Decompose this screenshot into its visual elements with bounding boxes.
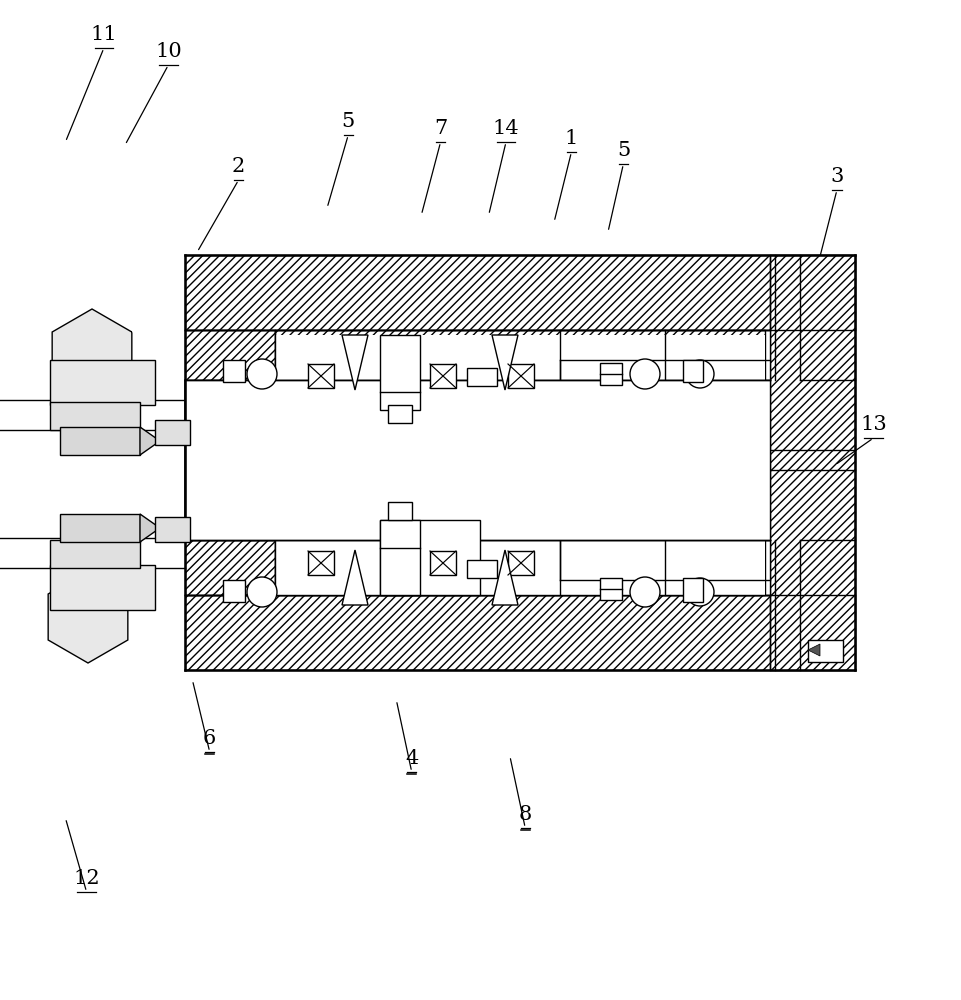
Bar xyxy=(275,335,764,392)
Bar xyxy=(185,540,275,595)
Bar xyxy=(380,520,480,595)
Text: 7: 7 xyxy=(433,119,447,138)
Polygon shape xyxy=(140,427,160,455)
Circle shape xyxy=(629,359,659,389)
Bar xyxy=(223,580,245,602)
Text: 10: 10 xyxy=(155,42,182,61)
Text: 5: 5 xyxy=(616,141,629,160)
Polygon shape xyxy=(342,335,368,390)
Text: 11: 11 xyxy=(90,25,117,44)
Text: 8: 8 xyxy=(518,805,531,824)
Circle shape xyxy=(247,577,277,607)
Bar xyxy=(185,595,854,670)
Bar xyxy=(682,578,702,602)
Bar xyxy=(507,364,533,388)
Text: 4: 4 xyxy=(405,749,418,768)
Polygon shape xyxy=(491,335,517,390)
Bar xyxy=(807,640,842,662)
Bar xyxy=(308,551,333,575)
Bar xyxy=(50,402,140,430)
Bar xyxy=(430,551,456,575)
Text: 3: 3 xyxy=(829,167,843,186)
Bar xyxy=(50,565,155,610)
Text: 2: 2 xyxy=(232,157,245,176)
Polygon shape xyxy=(48,571,128,663)
Bar xyxy=(380,520,420,595)
Bar xyxy=(185,330,275,380)
Bar xyxy=(380,335,420,410)
Bar xyxy=(308,364,333,388)
Bar xyxy=(507,551,533,575)
Circle shape xyxy=(685,578,713,606)
Polygon shape xyxy=(807,644,819,656)
Text: 14: 14 xyxy=(492,119,519,138)
Bar xyxy=(275,538,764,595)
Circle shape xyxy=(247,359,277,389)
Bar xyxy=(155,517,190,542)
Text: 13: 13 xyxy=(859,415,886,434)
Bar xyxy=(50,360,155,405)
Circle shape xyxy=(629,577,659,607)
Text: 5: 5 xyxy=(341,112,355,131)
Bar xyxy=(185,540,769,595)
Bar xyxy=(223,360,245,382)
Bar xyxy=(185,380,769,540)
Bar xyxy=(155,420,190,445)
Bar xyxy=(387,502,411,520)
Bar xyxy=(275,330,764,380)
Text: 6: 6 xyxy=(203,729,216,748)
Bar xyxy=(60,514,140,542)
Polygon shape xyxy=(140,514,160,542)
Bar xyxy=(430,364,456,388)
Bar xyxy=(769,255,854,670)
Bar xyxy=(600,578,622,600)
Bar xyxy=(466,560,497,578)
Bar xyxy=(60,427,140,455)
Bar xyxy=(682,360,702,382)
Bar xyxy=(185,330,769,380)
Bar xyxy=(466,368,497,386)
Bar xyxy=(600,363,622,385)
Polygon shape xyxy=(491,550,517,605)
Circle shape xyxy=(685,360,713,388)
Polygon shape xyxy=(52,309,132,401)
Text: 1: 1 xyxy=(564,129,578,148)
Bar xyxy=(50,540,140,568)
Bar xyxy=(185,255,854,330)
Polygon shape xyxy=(342,550,368,605)
Bar xyxy=(387,405,411,423)
Text: 12: 12 xyxy=(73,869,100,888)
Bar xyxy=(275,540,764,595)
